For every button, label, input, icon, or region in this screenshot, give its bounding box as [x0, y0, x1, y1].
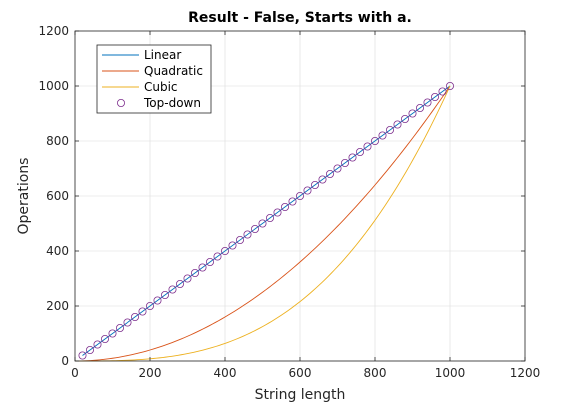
y-tick-label: 1200 [38, 24, 69, 38]
data-point-top-down [295, 191, 304, 200]
chart-title: Result - False, Starts with a. [188, 10, 412, 26]
data-point-top-down [101, 334, 110, 343]
data-point-top-down [280, 202, 289, 211]
data-point-top-down [243, 230, 252, 239]
x-tick-label: 1000 [435, 366, 466, 380]
data-point-top-down [415, 104, 424, 113]
data-point-top-down [175, 279, 184, 288]
legend: Linear Quadratic Cubic Top-down [96, 44, 212, 114]
data-point-top-down [123, 318, 132, 327]
data-point-top-down [378, 131, 387, 140]
data-point-top-down [273, 208, 282, 217]
x-tick-label: 0 [71, 366, 79, 380]
data-point-top-down [423, 98, 432, 107]
data-point-top-down [333, 164, 342, 173]
data-point-top-down [370, 136, 379, 145]
data-point-top-down [250, 224, 259, 233]
data-point-top-down [205, 257, 214, 266]
data-point-top-down [108, 329, 117, 338]
legend-label-quadratic: Quadratic [144, 64, 203, 78]
data-point-top-down [363, 142, 372, 151]
legend-label-linear: Linear [144, 48, 181, 62]
x-axis-label: String length [255, 387, 346, 403]
y-tick-label: 0 [61, 354, 69, 368]
data-point-top-down [93, 340, 102, 349]
y-tick-label: 800 [46, 134, 69, 148]
data-point-top-down [310, 180, 319, 189]
data-point-top-down [445, 82, 454, 91]
data-point-top-down [228, 241, 237, 250]
data-point-top-down [138, 307, 147, 316]
data-point-top-down [385, 126, 394, 135]
data-point-top-down [220, 246, 229, 255]
data-point-top-down [235, 235, 244, 244]
data-point-top-down [86, 345, 95, 354]
x-tick-label: 1200 [510, 366, 541, 380]
series-line-quadratic [74, 85, 451, 362]
data-point-top-down [393, 120, 402, 129]
series-line-cubic [75, 85, 451, 362]
series-line-linear [82, 85, 451, 356]
legend-swatch-top-down [117, 99, 126, 108]
y-tick-label: 600 [46, 189, 69, 203]
data-point-top-down [325, 169, 334, 178]
x-tick-label: 400 [214, 366, 237, 380]
axis-ticks: 0 200 400 600 800 1000 1200 0 200 400 600 800 1000 12… [38, 24, 540, 380]
data-point-top-down [183, 274, 192, 283]
data-point-top-down [288, 197, 297, 206]
data-point-top-down [408, 109, 417, 118]
data-point-top-down [213, 252, 222, 261]
x-tick-label: 800 [364, 366, 387, 380]
series-layer [74, 82, 454, 362]
y-tick-label: 200 [46, 299, 69, 313]
data-point-top-down [78, 351, 87, 360]
y-tick-label: 400 [46, 244, 69, 258]
y-tick-label: 1000 [38, 79, 69, 93]
data-point-top-down [258, 219, 267, 228]
x-tick-label: 200 [139, 366, 162, 380]
data-point-top-down [265, 213, 274, 222]
legend-label-cubic: Cubic [144, 80, 178, 94]
data-point-top-down [190, 268, 199, 277]
data-point-top-down [318, 175, 327, 184]
data-point-top-down [116, 323, 125, 332]
data-point-top-down [130, 312, 139, 321]
data-point-top-down [303, 186, 312, 195]
data-point-top-down [430, 93, 439, 102]
data-point-top-down [348, 153, 357, 162]
data-point-top-down [168, 285, 177, 294]
data-point-top-down [198, 263, 207, 272]
data-point-top-down [340, 158, 349, 167]
legend-box [96, 44, 212, 114]
data-point-top-down [153, 296, 162, 305]
legend-label-top-down: Top-down [143, 96, 201, 110]
data-point-top-down [438, 87, 447, 96]
data-point-top-down [145, 301, 154, 310]
data-point-top-down [160, 290, 169, 299]
data-point-top-down [400, 115, 409, 124]
data-point-top-down [355, 147, 364, 156]
x-tick-label: 600 [289, 366, 312, 380]
y-axis-label: Operations [16, 158, 32, 235]
